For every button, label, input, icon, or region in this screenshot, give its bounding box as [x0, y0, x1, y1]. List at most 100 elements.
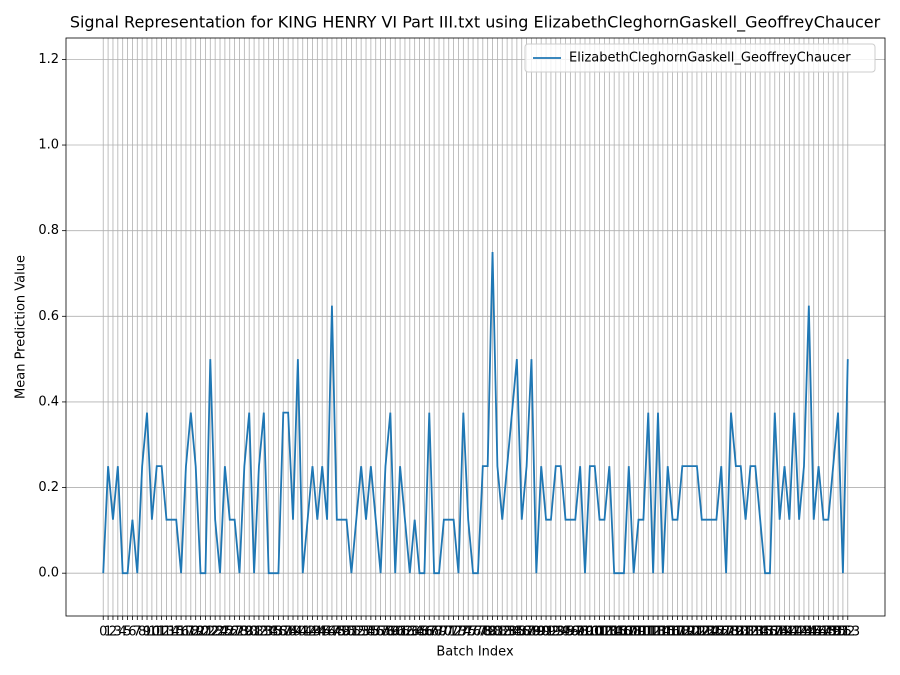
x-tick-label: 65	[411, 625, 428, 640]
x-tick-label: 42	[299, 625, 316, 640]
y-tick-label: 0.8	[38, 223, 59, 238]
x-tick-label: 18	[183, 625, 200, 640]
x-tick-label: 142	[782, 625, 807, 640]
x-tick-label: 129	[719, 625, 744, 640]
x-tick-label: 63	[402, 625, 419, 640]
x-tick-label: 109	[621, 625, 646, 640]
x-tick-label: 64	[406, 625, 423, 640]
legend-label: ElizabethCleghornGaskell_GeoffreyChaucer	[569, 51, 851, 66]
x-tick-label: 9	[143, 625, 151, 640]
x-tick-label: 118	[665, 625, 690, 640]
x-tick-label: 122	[685, 625, 710, 640]
x-tick-label: 113	[641, 625, 666, 640]
x-tick-label: 71	[440, 625, 457, 640]
chart-title: Signal Representation for KING HENRY VI …	[70, 13, 881, 33]
x-tick-label: 54	[358, 625, 375, 640]
x-tick-label: 102	[587, 625, 612, 640]
y-tick-label: 0.0	[38, 566, 59, 581]
x-tick-label: 126	[704, 625, 729, 640]
x-tick-label: 82	[494, 625, 511, 640]
x-tick-label: 40	[290, 625, 307, 640]
x-tick-label: 15	[168, 625, 185, 640]
x-tick-label: 46	[319, 625, 336, 640]
x-tick-label: 16	[173, 625, 190, 640]
x-tick-label: 86	[513, 625, 530, 640]
x-tick-label: 4	[119, 625, 127, 640]
x-tick-label: 85	[509, 625, 526, 640]
x-tick-label: 0	[99, 625, 107, 640]
x-tick-label: 130	[723, 625, 748, 640]
x-tick-label: 6	[128, 625, 136, 640]
x-tick-label: 88	[523, 625, 540, 640]
x-tick-label: 138	[762, 625, 787, 640]
x-tick-label: 84	[504, 625, 521, 640]
x-tick-label: 75	[460, 625, 477, 640]
x-axis-label: Batch Index	[436, 645, 514, 660]
x-tick-label: 94	[552, 625, 569, 640]
x-tick-label: 43	[304, 625, 321, 640]
legend: ElizabethCleghornGaskell_GeoffreyChaucer	[524, 43, 876, 73]
x-tick-label: 34	[260, 625, 277, 640]
x-tick-label: 140	[772, 625, 797, 640]
x-tick-label: 69	[431, 625, 448, 640]
x-tick-label: 33	[256, 625, 273, 640]
x-tick-label: 19	[187, 625, 204, 640]
x-tick-label: 89	[528, 625, 545, 640]
x-tick-label: 45	[314, 625, 331, 640]
x-tick-label: 132	[733, 625, 758, 640]
x-tick-label: 147	[806, 625, 831, 640]
x-tick-label: 22	[202, 625, 219, 640]
x-tick-label: 41	[294, 625, 311, 640]
x-tick-label: 77	[470, 625, 487, 640]
x-tick-label: 114	[646, 625, 671, 640]
x-tick-label: 105	[602, 625, 627, 640]
x-tick-label: 111	[631, 625, 656, 640]
x-tick-label: 48	[329, 625, 346, 640]
x-tick-label: 20	[192, 625, 209, 640]
x-tick-label: 57	[372, 625, 389, 640]
x-tick-label: 47	[324, 625, 341, 640]
x-tick-label: 112	[636, 625, 661, 640]
x-tick-label: 3	[114, 625, 122, 640]
plot-frame	[65, 37, 886, 617]
y-tick-label: 0.2	[38, 480, 59, 495]
x-tick-label: 135	[748, 625, 773, 640]
x-tick-label: 91	[538, 625, 555, 640]
x-tick-label: 52	[348, 625, 365, 640]
x-tick-label: 100	[577, 625, 602, 640]
x-tick-label: 44	[309, 625, 326, 640]
x-tick-label: 61	[392, 625, 409, 640]
x-tick-label: 58	[377, 625, 394, 640]
y-tick-label: 0.4	[38, 394, 59, 409]
x-tick-label: 143	[787, 625, 812, 640]
x-tick-label: 81	[489, 625, 506, 640]
x-tick-label: 101	[582, 625, 607, 640]
x-tick-label: 96	[562, 625, 579, 640]
x-tick-label: 7	[133, 625, 141, 640]
x-tick-label: 124	[694, 625, 719, 640]
x-tick-label: 153	[835, 625, 860, 640]
x-tick-label: 103	[592, 625, 617, 640]
x-tick-label: 23	[207, 625, 224, 640]
x-tick-label: 14	[163, 625, 180, 640]
x-tick-label: 38	[280, 625, 297, 640]
x-tick-label: 131	[728, 625, 753, 640]
x-tick-label: 133	[738, 625, 763, 640]
x-tick-label: 70	[436, 625, 453, 640]
x-tick-label: 127	[709, 625, 734, 640]
y-tick-label: 1.2	[38, 52, 59, 67]
x-tick-label: 56	[367, 625, 384, 640]
legend-box	[524, 43, 876, 73]
x-tick-label: 72	[445, 625, 462, 640]
x-tick-label: 25	[217, 625, 234, 640]
x-tick-label: 21	[197, 625, 214, 640]
x-tick-label: 141	[777, 625, 802, 640]
x-tick-label: 95	[557, 625, 574, 640]
x-tick-label: 123	[689, 625, 714, 640]
x-tick-label: 29	[236, 625, 253, 640]
x-tick-label: 149	[816, 625, 841, 640]
x-tick-label: 28	[231, 625, 248, 640]
x-tick-label: 93	[548, 625, 565, 640]
x-tick-label: 62	[397, 625, 414, 640]
